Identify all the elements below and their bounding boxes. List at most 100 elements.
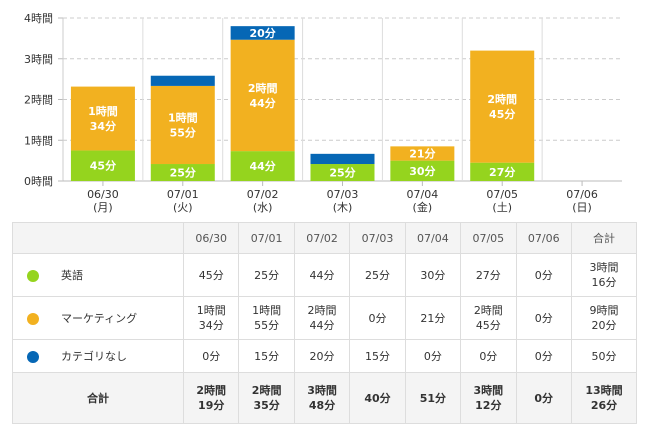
category-cell: 英語 (12, 253, 184, 297)
x-weekday-label: (日) (572, 201, 592, 214)
value-cell: 15分 (238, 339, 295, 373)
legend-dot-icon (27, 350, 39, 363)
bar-segment (70, 86, 135, 151)
x-tick-label: 07/06 (566, 188, 598, 201)
total-row: 合計 2時間 19分 2時間 35分 3時間 48分 40分 51分 3時間 12分 0分 13時間 26… (12, 372, 638, 424)
table-row: マーケティング 1時間 34分 1時間 55分 2時間 44分 0分 21分 2時間 45分 0分 9時… (12, 296, 638, 340)
bar-segment (470, 50, 535, 163)
value-cell: 0分 (460, 339, 517, 373)
bar-segment (310, 153, 375, 165)
bar-segment (150, 75, 215, 86)
value-cell: 45分 (182, 253, 240, 297)
category-label: 英語 (61, 268, 83, 282)
y-tick-label: 0時間 (24, 175, 53, 188)
table-row: 英語 45分 25分 44分 25分 30分 27分 0分 3時間 16分 (12, 253, 638, 297)
value-cell: 0分 (404, 339, 462, 373)
bar-segment (230, 26, 295, 40)
value-cell: 25分 (349, 253, 406, 297)
data-label: 25分 (329, 166, 355, 180)
value-cell: 15分 (349, 339, 406, 373)
x-tick-label: 07/04 (407, 188, 439, 201)
data-label: 44分 (249, 96, 275, 110)
data-label: 30分 (409, 164, 435, 178)
corner-cell (12, 222, 184, 254)
x-tick-label: 07/01 (167, 188, 199, 201)
column-header: 07/02 (293, 222, 351, 254)
data-label: 27分 (489, 165, 515, 179)
legend-dot-icon (27, 269, 39, 282)
data-label: 34分 (90, 119, 116, 133)
x-tick-label: 07/02 (247, 188, 279, 201)
data-label: 45分 (489, 107, 515, 121)
data-label: 45分 (90, 159, 116, 173)
category-label: カテゴリなし (61, 349, 127, 363)
data-label: 1時間 (168, 110, 198, 124)
total-label: 合計 (12, 372, 184, 424)
value-cell: 1時間 34分 (182, 296, 240, 340)
data-label: 25分 (170, 166, 196, 180)
value-cell: 3時間 48分 (293, 372, 351, 424)
bar-segment (150, 164, 215, 181)
value-cell: 1時間 55分 (238, 296, 295, 340)
bar-segment (230, 151, 295, 181)
y-tick-label: 4時間 (24, 12, 53, 25)
x-tick-label: 07/03 (327, 188, 359, 201)
column-header: 07/05 (460, 222, 517, 254)
bar-segment (310, 164, 375, 181)
x-tick-label: 06/30 (87, 188, 119, 201)
value-cell: 2時間 44分 (293, 296, 351, 340)
value-cell: 25分 (238, 253, 295, 297)
data-label: 21分 (409, 146, 435, 160)
value-cell: 0分 (515, 296, 572, 340)
data-label: 2時間 (487, 92, 517, 106)
value-cell: 51分 (404, 372, 462, 424)
summary-table: 06/30 07/01 07/02 07/03 07/04 07/05 07/06 合計 英語… (12, 222, 638, 424)
y-tick-label: 2時間 (24, 94, 53, 107)
y-tick-label: 1時間 (24, 134, 53, 147)
column-header: 06/30 (182, 222, 240, 254)
column-header: 合計 (570, 222, 638, 254)
x-weekday-label: (水) (253, 201, 273, 214)
value-cell: 3時間 12分 (460, 372, 517, 424)
bar-segment (390, 160, 455, 181)
legend-dot-icon (27, 312, 39, 325)
category-cell: カテゴリなし (12, 339, 184, 373)
x-weekday-label: (月) (93, 201, 113, 214)
x-weekday-label: (土) (492, 201, 512, 214)
value-cell: 13時間 26分 (570, 372, 638, 424)
value-cell: 0分 (515, 339, 572, 373)
stacked-bar-chart: 0時間1時間2時間3時間4時間06/30(月)45分1時間34分07/01(火)… (24, 12, 622, 214)
value-cell: 0分 (515, 253, 572, 297)
x-weekday-label: (金) (413, 200, 433, 214)
data-label: 55分 (170, 125, 196, 139)
category-cell: マーケティング (12, 296, 184, 340)
bar-segment (230, 39, 295, 152)
x-weekday-label: (木) (333, 201, 353, 214)
value-cell: 2時間 19分 (182, 372, 240, 424)
category-label: マーケティング (61, 311, 138, 325)
value-cell: 50分 (570, 339, 638, 373)
data-label: 20分 (249, 26, 275, 40)
bar-segment (70, 150, 135, 181)
x-tick-label: 07/05 (486, 188, 518, 201)
table-row: カテゴリなし 0分 15分 20分 15分 0分 0分 0分 50分 (12, 339, 638, 373)
value-cell: 0分 (515, 372, 572, 424)
column-header: 07/03 (349, 222, 406, 254)
value-cell: 30分 (404, 253, 462, 297)
bar-segment (150, 85, 215, 165)
value-cell: 2時間 45分 (460, 296, 517, 340)
column-header: 07/06 (515, 222, 572, 254)
value-cell: 3時間 16分 (570, 253, 638, 297)
value-cell: 27分 (460, 253, 517, 297)
y-tick-label: 3時間 (24, 53, 53, 66)
data-label: 44分 (249, 159, 275, 173)
value-cell: 21分 (404, 296, 462, 340)
value-cell: 44分 (293, 253, 351, 297)
data-label: 1時間 (88, 104, 118, 118)
value-cell: 9時間 20分 (570, 296, 638, 340)
value-cell: 0分 (349, 296, 406, 340)
bar-segment (470, 162, 535, 181)
data-label: 2時間 (248, 81, 278, 95)
x-weekday-label: (火) (173, 201, 193, 214)
value-cell: 40分 (349, 372, 406, 424)
